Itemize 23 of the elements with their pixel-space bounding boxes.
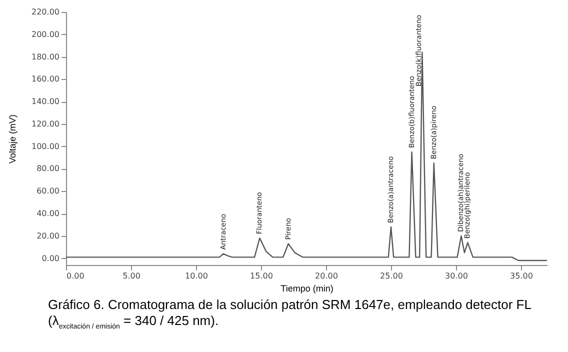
y-axis-title: Voltaje (mV)	[8, 114, 18, 164]
y-tick-label: 100.00	[32, 142, 60, 151]
y-tick-label: 0.00	[42, 254, 60, 263]
y-tick-label: 60.00	[36, 186, 60, 196]
y-tick-label: 200.00	[32, 30, 60, 39]
x-tick-label: 20.00	[315, 272, 338, 280]
x-tick-label: 5.00	[122, 272, 140, 280]
y-tick-label: 140.00	[32, 97, 60, 106]
y-tick-label: 220.00	[32, 8, 60, 16]
x-tick-label: 25.00	[380, 272, 403, 280]
text: Gráfico 6. Cromatograma de la solución patrón SRM 1647e, empleando detector FL (λ$_{excitación / emisión}$ = 340 / 425 nm).	[47, 296, 532, 333]
x-tick-label: 30.00	[445, 272, 468, 280]
x-tick-label: 35.00	[510, 272, 533, 280]
x-tick-label: 10.00	[185, 272, 208, 280]
y-tick-label: 120.00	[32, 119, 60, 128]
x-tick-label: 15.00	[250, 272, 273, 280]
y-tick-label: 40.00	[36, 209, 60, 218]
y-tick-label: 160.00	[32, 74, 60, 84]
y-tick-label: 80.00	[36, 164, 60, 174]
y-tick-label: 180.00	[32, 52, 60, 62]
y-tick-label: 20.00	[36, 231, 60, 240]
x-axis-title: Tiempo (min)	[280, 284, 334, 294]
x-tick-label: 0.00	[66, 272, 84, 280]
